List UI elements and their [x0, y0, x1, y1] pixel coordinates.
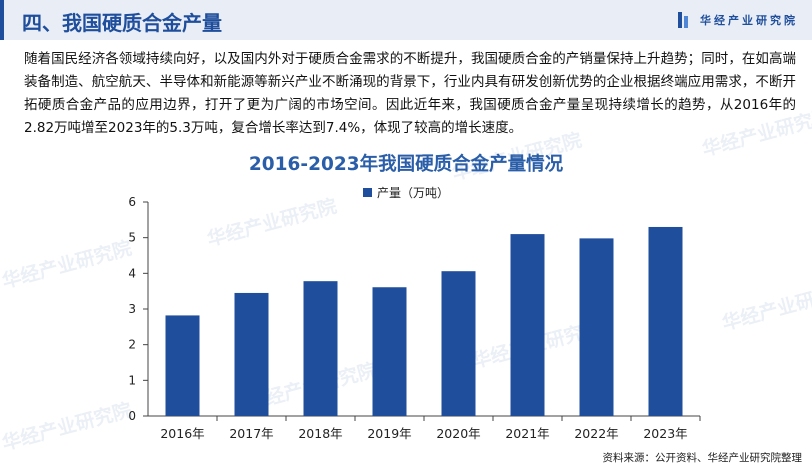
section-title: 四、我国硬质合金产量: [22, 11, 222, 35]
y-tick-label: 6: [128, 195, 136, 209]
section-header: 四、我国硬质合金产量 华经产业研究院: [0, 0, 812, 40]
x-tick-label: 2022年: [574, 426, 618, 441]
x-tick-label: 2017年: [229, 426, 273, 441]
y-tick-label: 1: [128, 373, 136, 387]
bar: [441, 271, 476, 416]
x-tick-label: 2021年: [505, 426, 549, 441]
legend-label: 产量（万吨）: [376, 186, 449, 200]
x-tick-label: 2019年: [367, 426, 411, 441]
bar: [648, 226, 683, 416]
source-note: 资料来源：公开资料、华经产业研究院整理: [602, 452, 803, 464]
bar: [372, 287, 407, 416]
x-tick-label: 2023年: [643, 426, 687, 441]
chart-title: 2016-2023年我国硬质合金产量情况: [248, 154, 564, 175]
y-tick-label: 5: [128, 231, 136, 245]
bar: [234, 292, 269, 416]
chart-legend: 产量（万吨）: [0, 184, 812, 201]
legend-swatch: [362, 188, 372, 197]
x-tick-label: 2016年: [160, 426, 204, 441]
brand: 华经产业研究院: [678, 12, 798, 28]
y-tick-label: 2: [128, 338, 136, 352]
x-tick-label: 2018年: [298, 426, 342, 441]
y-tick-label: 4: [128, 266, 136, 280]
y-tick-label: 3: [128, 302, 136, 316]
x-tick-label: 2020年: [436, 426, 480, 441]
bar: [510, 234, 545, 416]
bar: [579, 238, 614, 416]
brand-logo-icon: [678, 12, 692, 28]
bar: [303, 281, 338, 416]
intro-paragraph: 随着国民经济各领域持续向好，以及国内外对于硬质合金需求的不断提升，我国硬质合金的…: [24, 51, 796, 136]
brand-name: 华经产业研究院: [700, 14, 798, 27]
y-tick-label: 0: [128, 409, 136, 423]
bar: [165, 315, 200, 416]
